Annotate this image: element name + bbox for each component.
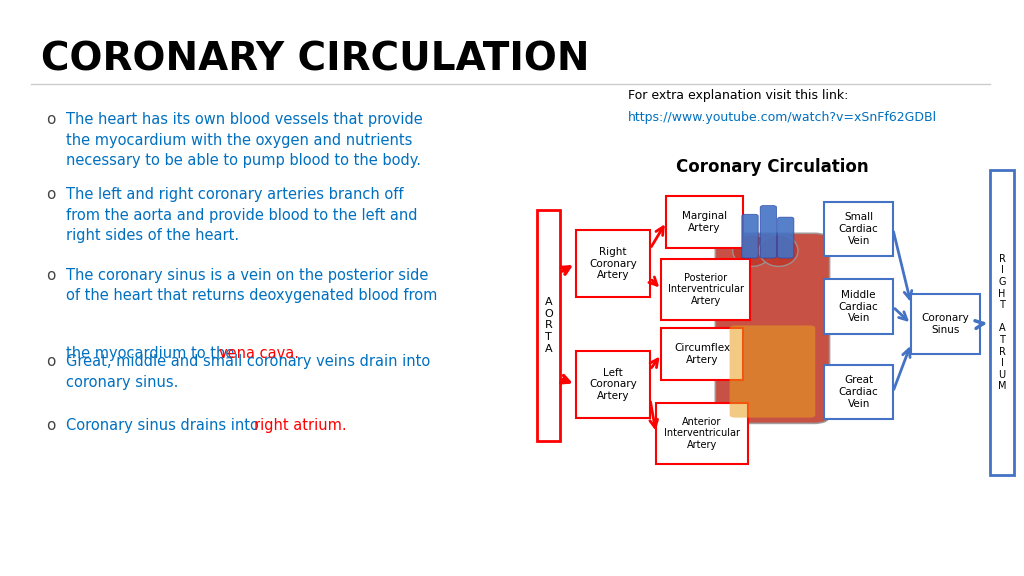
- FancyBboxPatch shape: [911, 294, 980, 354]
- FancyBboxPatch shape: [656, 403, 748, 464]
- FancyBboxPatch shape: [824, 365, 893, 419]
- FancyBboxPatch shape: [662, 259, 750, 320]
- FancyBboxPatch shape: [575, 230, 650, 297]
- Text: Anterior
Interventricular
Artery: Anterior Interventricular Artery: [664, 417, 740, 450]
- FancyBboxPatch shape: [990, 170, 1015, 475]
- Text: o: o: [46, 268, 55, 283]
- Text: A
O
R
T
A: A O R T A: [544, 297, 553, 354]
- Ellipse shape: [759, 235, 798, 267]
- FancyBboxPatch shape: [760, 206, 776, 258]
- FancyBboxPatch shape: [662, 328, 742, 380]
- Text: Left
Coronary
Artery: Left Coronary Artery: [589, 368, 637, 401]
- FancyBboxPatch shape: [575, 351, 650, 418]
- Text: Right
Coronary
Artery: Right Coronary Artery: [589, 247, 637, 280]
- Text: For extra explanation visit this link:: For extra explanation visit this link:: [628, 89, 848, 103]
- Text: Circumflex
Artery: Circumflex Artery: [674, 343, 730, 365]
- Text: vena cava.: vena cava.: [219, 346, 299, 361]
- Text: The heart has its own blood vessels that provide
the myocardium with the oxygen : The heart has its own blood vessels that…: [67, 112, 423, 168]
- FancyBboxPatch shape: [537, 210, 560, 441]
- Text: CORONARY CIRCULATION: CORONARY CIRCULATION: [41, 40, 590, 78]
- Text: The left and right coronary arteries branch off
from the aorta and provide blood: The left and right coronary arteries bra…: [67, 187, 418, 243]
- FancyBboxPatch shape: [777, 217, 794, 258]
- Text: the myocardium to the: the myocardium to the: [67, 346, 240, 361]
- FancyBboxPatch shape: [824, 279, 893, 334]
- Text: The coronary sinus is a vein on the posterior side
of the heart that returns deo: The coronary sinus is a vein on the post…: [67, 268, 437, 324]
- FancyBboxPatch shape: [741, 214, 758, 258]
- Text: o: o: [46, 187, 55, 202]
- Ellipse shape: [732, 235, 771, 267]
- Text: Marginal
Artery: Marginal Artery: [682, 211, 727, 233]
- Text: Small
Cardiac
Vein: Small Cardiac Vein: [839, 213, 879, 245]
- Text: Coronary sinus drains into: Coronary sinus drains into: [67, 418, 264, 433]
- Text: Middle
Cardiac
Vein: Middle Cardiac Vein: [839, 290, 879, 323]
- Text: o: o: [46, 418, 55, 433]
- Text: Posterior
Interventricular
Artery: Posterior Interventricular Artery: [668, 273, 743, 306]
- Text: Great
Cardiac
Vein: Great Cardiac Vein: [839, 376, 879, 408]
- Text: Great, middle and small coronary veins drain into
coronary sinus.: Great, middle and small coronary veins d…: [67, 354, 430, 389]
- FancyBboxPatch shape: [667, 196, 742, 248]
- FancyBboxPatch shape: [716, 233, 829, 423]
- FancyBboxPatch shape: [824, 202, 893, 256]
- Text: o: o: [46, 112, 55, 127]
- Text: Coronary Circulation: Coronary Circulation: [676, 158, 868, 176]
- FancyBboxPatch shape: [729, 325, 815, 418]
- Text: R
I
G
H
T

A
T
R
I
U
M: R I G H T A T R I U M: [997, 254, 1007, 391]
- Text: o: o: [46, 354, 55, 369]
- Text: https://www.youtube.com/watch?v=xSnFf62GDBl: https://www.youtube.com/watch?v=xSnFf62G…: [628, 111, 937, 124]
- Text: right atrium.: right atrium.: [254, 418, 346, 433]
- Text: Coronary
Sinus: Coronary Sinus: [922, 313, 970, 335]
